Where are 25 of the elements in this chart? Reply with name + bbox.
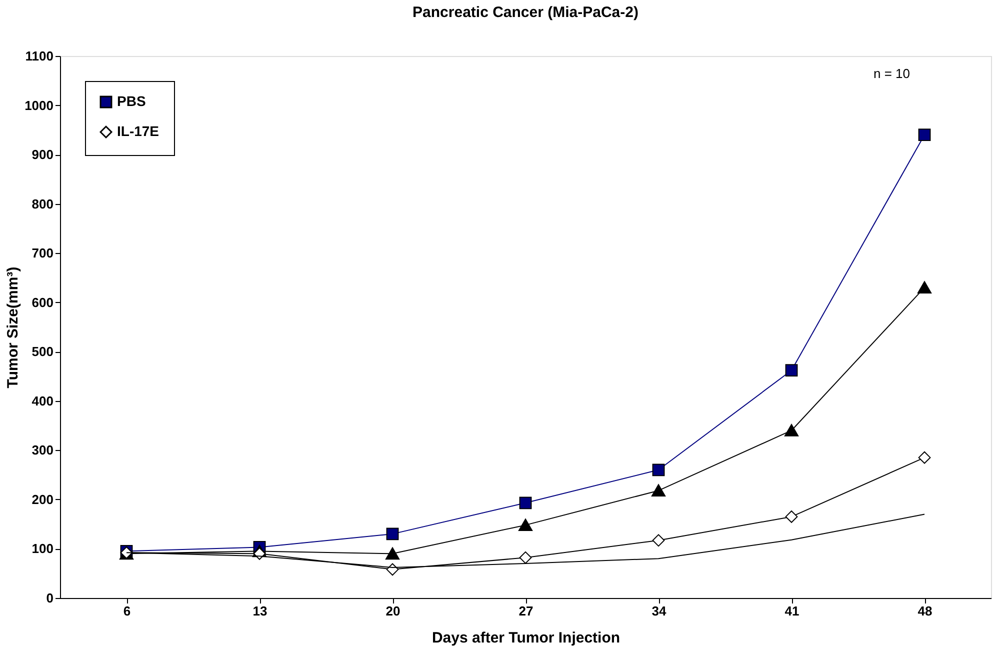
y-tick-label: 200 bbox=[32, 492, 54, 507]
y-tick-label: 800 bbox=[32, 196, 54, 212]
annotation: n = 10 bbox=[873, 66, 910, 81]
y-tick-label: 0 bbox=[46, 590, 54, 606]
legend-label: PBS bbox=[117, 93, 146, 109]
x-axis-title: Days after Tumor Injection bbox=[432, 630, 620, 646]
y-tick-label: 1000 bbox=[24, 98, 54, 113]
y-tick-label: 400 bbox=[32, 393, 54, 408]
y-tick-label: 600 bbox=[32, 294, 54, 310]
y-axis-title: Tumor Size(mm³) bbox=[4, 266, 22, 388]
x-tick-label: 48 bbox=[918, 604, 932, 618]
x-tick-label: 6 bbox=[123, 604, 131, 618]
y-tick-label: 500 bbox=[32, 344, 54, 360]
chart-title: Pancreatic Cancer (Mia-PaCa-2) bbox=[412, 4, 638, 21]
y-tick-label: 700 bbox=[32, 246, 54, 261]
x-tick-label: 41 bbox=[784, 604, 800, 618]
y-tick-label: 300 bbox=[32, 442, 54, 458]
x-tick-label: 20 bbox=[386, 604, 400, 618]
y-tick-label: 900 bbox=[32, 147, 54, 162]
x-tick-label: 27 bbox=[518, 604, 534, 618]
x-tick-label: 34 bbox=[652, 604, 667, 618]
x-tick-label: 13 bbox=[252, 604, 268, 618]
legend-label: IL-17E bbox=[117, 123, 160, 139]
y-tick-label: 1100 bbox=[25, 48, 54, 64]
y-tick-label: 100 bbox=[32, 541, 54, 556]
